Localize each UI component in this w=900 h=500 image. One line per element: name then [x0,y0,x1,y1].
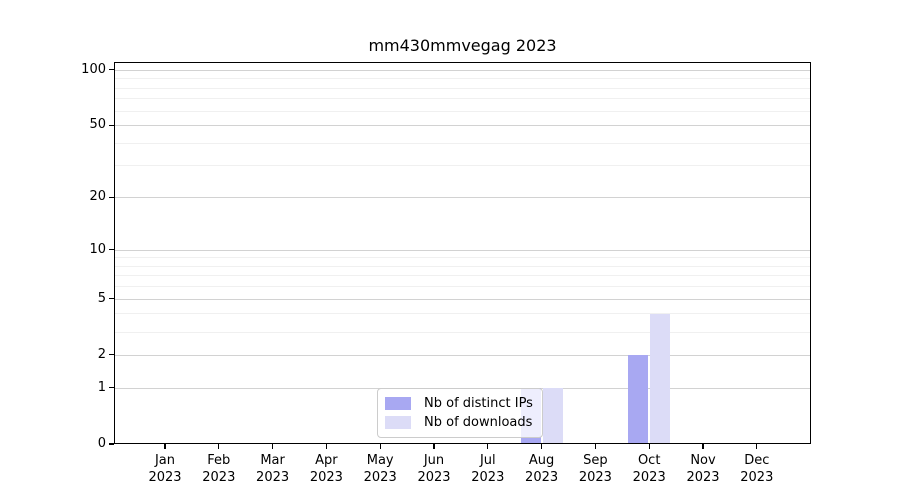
bar-distinct-ips-oct [628,354,649,444]
x-tick-mark [164,444,166,449]
x-tick-mark [648,444,650,449]
legend-item-distinct-ips: Nb of distinct IPs [385,394,534,413]
y-tick-label: 50 [89,117,106,133]
x-tick-label: May 2023 [363,453,397,485]
x-tick-label: Apr 2023 [309,453,343,485]
y-gridline-minor [114,285,811,287]
x-tick-mark [218,444,220,449]
x-tick-label: Oct 2023 [632,453,666,485]
y-gridline-minor [114,77,811,79]
x-tick-label: Mar 2023 [256,453,290,485]
x-tick-label: Feb 2023 [202,453,236,485]
y-tick-mark [109,443,114,445]
x-tick-label: Sep 2023 [578,453,612,485]
plot-frame [114,62,811,444]
y-tick-mark [109,196,114,198]
y-gridline-major [114,249,811,251]
y-tick-mark [109,248,114,251]
x-tick-mark [756,444,758,449]
x-tick-mark [487,444,489,449]
legend-swatch-distinct-ips-icon [385,397,411,410]
y-tick-label: 1 [97,379,106,395]
y-tick-mark [109,354,114,356]
x-tick-mark [379,444,381,449]
legend-label-distinct-ips: Nb of distinct IPs [424,396,533,411]
legend-label-downloads: Nb of downloads [424,415,533,430]
x-tick-label: Jul 2023 [471,453,505,485]
y-tick-mark [109,387,114,389]
y-gridline-minor [114,274,811,276]
y-tick-mark [109,69,114,71]
x-tick-label: Jan 2023 [148,453,182,485]
y-gridline-major [114,124,811,126]
bar-downloads-oct [650,313,671,444]
x-tick-mark [272,444,274,449]
y-gridline-major [114,196,811,198]
x-tick-mark [594,444,596,449]
x-tick-mark [702,444,704,449]
y-tick-label: 20 [89,189,106,205]
x-tick-mark [325,444,327,449]
y-gridline-minor [114,164,811,166]
legend-item-downloads: Nb of downloads [385,413,534,432]
x-tick-label: Dec 2023 [740,453,774,485]
x-tick-label: Jun 2023 [417,453,451,485]
y-gridline-major [114,69,811,71]
chart-title: mm430mmvegag 2023 [368,36,557,55]
y-gridline-major [114,298,811,300]
y-gridline-minor [114,97,811,99]
y-gridline-major [114,354,811,356]
y-tick-label: 5 [97,290,106,306]
y-tick-label: 100 [81,61,106,77]
y-tick-label: 2 [97,346,106,362]
y-gridline-minor [114,142,811,144]
y-gridline-minor [114,87,811,89]
x-tick-label: Nov 2023 [686,453,720,485]
y-gridline-minor [114,110,811,112]
bar-downloads-aug [542,387,563,444]
x-tick-mark [433,444,435,449]
y-gridline-minor [114,265,811,267]
x-tick-label: Aug 2023 [525,453,559,485]
y-tick-mark [109,124,114,126]
y-tick-mark [109,298,114,300]
y-gridline-minor [114,331,811,333]
y-tick-label: 0 [97,436,106,451]
y-gridline-minor [114,256,811,258]
y-tick-label: 10 [89,241,106,257]
x-tick-mark [541,444,543,449]
legend: Nb of distinct IPs Nb of downloads [377,388,543,438]
legend-swatch-downloads-icon [385,416,411,429]
y-gridline-minor [114,312,811,314]
